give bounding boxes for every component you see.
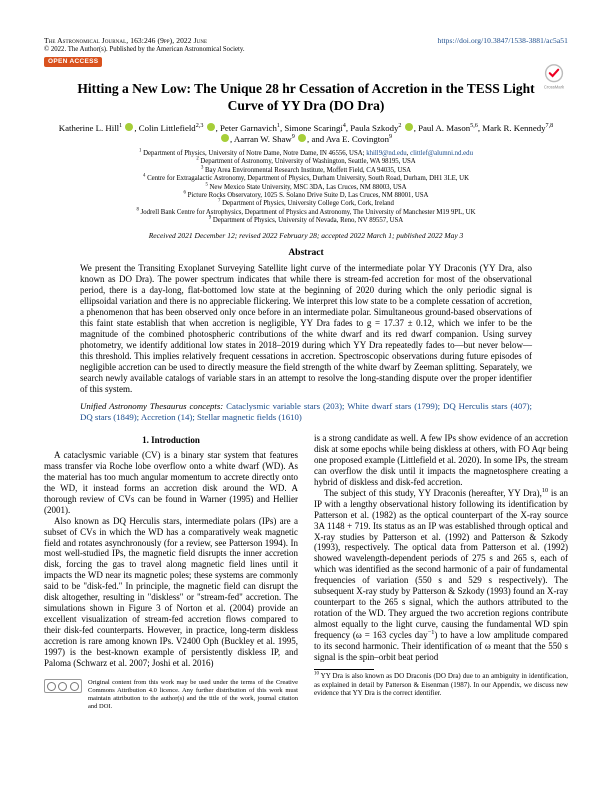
article-dates: Received 2021 December 12; revised 2022 … xyxy=(44,231,568,240)
body-paragraph: Also known as DQ Herculis stars, interme… xyxy=(44,516,298,670)
body-paragraph: The subject of this study, YY Draconis (… xyxy=(314,488,568,664)
page-header: The Astronomical Journal, 163:246 (9pp),… xyxy=(44,36,568,45)
footnote-rule xyxy=(314,669,374,670)
cc-license-box: Original content from this work may be u… xyxy=(44,679,298,710)
crossmark-icon[interactable]: CrossMark xyxy=(540,62,568,90)
body-columns: 1. Introduction A cataclysmic variable (… xyxy=(44,433,568,711)
open-access-badge: OPEN ACCESS xyxy=(44,57,102,67)
author-list: Katherine L. Hill1 , Colin Littlefield2,… xyxy=(54,123,558,146)
affiliation-list: 1 Department of Physics, University of N… xyxy=(50,150,562,226)
journal-ref: The Astronomical Journal, 163:246 (9pp),… xyxy=(44,36,207,45)
cc-license-text: Original content from this work may be u… xyxy=(88,679,298,710)
doi-link[interactable]: https://doi.org/10.3847/1538-3881/ac5a51 xyxy=(437,36,568,45)
footnote: 10 YY Dra is also known as DO Draconis (… xyxy=(314,672,568,697)
thesaurus-concepts: Unified Astronomy Thesaurus concepts: Ca… xyxy=(80,401,532,423)
body-paragraph: A cataclysmic variable (CV) is a binary … xyxy=(44,450,298,516)
abstract-text: We present the Transiting Exoplanet Surv… xyxy=(80,263,532,395)
copyright-line: © 2022. The Author(s). Published by the … xyxy=(44,46,568,54)
concepts-prefix: Unified Astronomy Thesaurus concepts: xyxy=(80,401,226,411)
abstract-heading: Abstract xyxy=(44,248,568,260)
svg-text:CrossMark: CrossMark xyxy=(544,85,565,90)
cc-logo-icon xyxy=(44,679,82,693)
article-title: Hitting a New Low: The Unique 28 hr Cess… xyxy=(74,81,538,115)
body-paragraph: is a strong candidate as well. A few IPs… xyxy=(314,433,568,488)
section-heading: 1. Introduction xyxy=(44,435,298,446)
